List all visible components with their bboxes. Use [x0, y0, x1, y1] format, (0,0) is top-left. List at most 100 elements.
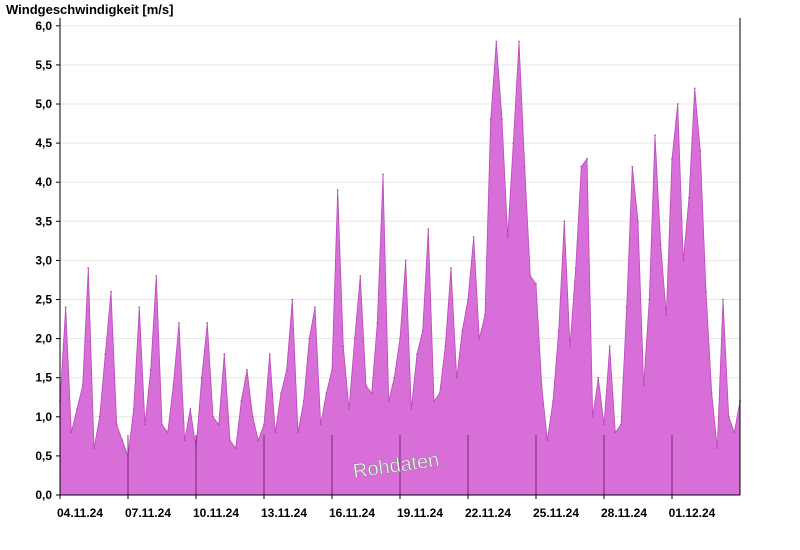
- data-point: [291, 298, 294, 301]
- x-tick-label: 25.11.24: [533, 506, 579, 520]
- data-point: [331, 369, 333, 371]
- data-point: [688, 197, 690, 199]
- data-point: [382, 173, 384, 176]
- data-point: [189, 408, 192, 410]
- data-point: [376, 322, 379, 324]
- data-point: [512, 142, 515, 145]
- x-tick-label: 22.11.24: [465, 506, 511, 520]
- data-point: [659, 243, 662, 246]
- data-point: [546, 439, 549, 442]
- data-point: [104, 353, 107, 356]
- data-point: [733, 431, 736, 434]
- data-point: [229, 439, 231, 442]
- data-point: [631, 165, 634, 168]
- data-point: [591, 415, 594, 418]
- data-point: [693, 87, 696, 90]
- wind-speed-area: [59, 41, 741, 496]
- data-point: [478, 337, 481, 340]
- data-point: [682, 259, 685, 262]
- data-point: [484, 314, 486, 316]
- data-point: [365, 384, 367, 387]
- y-tick-label: 3,0: [35, 253, 52, 267]
- y-tick-label: 5,5: [35, 58, 52, 72]
- data-point: [144, 423, 146, 426]
- y-tick-label: 4,0: [35, 175, 52, 189]
- data-point: [518, 40, 520, 43]
- data-point: [393, 376, 396, 379]
- data-point: [314, 306, 316, 309]
- data-point: [64, 306, 67, 309]
- data-point: [705, 290, 707, 293]
- data-point: [450, 267, 452, 270]
- data-point: [325, 392, 328, 395]
- y-tick-label: 1,0: [35, 410, 52, 424]
- data-point: [472, 236, 475, 238]
- data-point: [506, 236, 509, 238]
- data-point: [297, 431, 299, 434]
- data-point: [251, 415, 254, 418]
- data-point: [648, 298, 651, 301]
- data-point: [257, 439, 260, 442]
- data-point: [552, 400, 554, 403]
- data-point: [336, 189, 339, 191]
- data-point: [212, 415, 214, 418]
- data-point: [557, 329, 560, 332]
- data-point: [285, 369, 288, 371]
- data-point: [370, 392, 373, 395]
- data-point: [387, 400, 390, 403]
- data-point: [676, 103, 679, 105]
- data-point: [671, 157, 673, 160]
- data-point: [427, 228, 430, 231]
- data-point: [348, 408, 350, 410]
- data-point: [597, 376, 600, 379]
- data-point: [699, 150, 702, 152]
- data-point: [665, 314, 668, 316]
- data-point: [722, 298, 724, 301]
- data-point: [263, 423, 265, 426]
- data-point: [529, 275, 532, 277]
- data-point: [563, 220, 566, 223]
- x-tick-label: 19.11.24: [397, 506, 443, 520]
- data-point: [455, 376, 458, 379]
- chart-title: Windgeschwindigkeit [m/s]: [6, 2, 174, 17]
- data-point: [586, 157, 588, 160]
- data-point: [433, 400, 435, 403]
- data-point: [234, 447, 237, 449]
- data-point: [132, 408, 135, 410]
- y-tick-label: 2,0: [35, 332, 52, 346]
- data-point: [240, 400, 243, 403]
- data-point: [70, 431, 73, 434]
- data-point: [155, 275, 158, 277]
- data-point: [342, 345, 345, 348]
- x-tick-label: 13.11.24: [261, 506, 307, 520]
- x-tick-label: 10.11.24: [193, 506, 239, 520]
- data-point: [569, 345, 571, 348]
- y-tick-label: 6,0: [35, 19, 52, 33]
- data-point: [535, 283, 537, 285]
- data-point: [489, 118, 492, 121]
- data-point: [161, 423, 163, 426]
- data-point: [574, 267, 577, 270]
- data-point: [308, 337, 311, 340]
- data-point: [98, 415, 101, 418]
- data-point: [710, 392, 713, 395]
- x-tick-label: 16.11.24: [329, 506, 375, 520]
- y-tick-label: 3,5: [35, 214, 52, 228]
- data-point: [353, 337, 356, 340]
- data-point: [608, 345, 611, 348]
- data-point: [404, 259, 407, 262]
- data-point: [172, 384, 175, 387]
- data-point: [93, 447, 95, 449]
- data-point: [319, 423, 322, 426]
- data-point: [166, 431, 169, 434]
- data-point: [637, 220, 639, 223]
- data-point: [716, 447, 719, 449]
- data-point: [416, 353, 418, 356]
- data-point: [620, 423, 622, 426]
- y-tick-label: 4,5: [35, 136, 52, 150]
- data-point: [461, 329, 464, 332]
- data-point: [727, 415, 730, 418]
- data-point: [580, 165, 583, 168]
- data-point: [217, 423, 220, 426]
